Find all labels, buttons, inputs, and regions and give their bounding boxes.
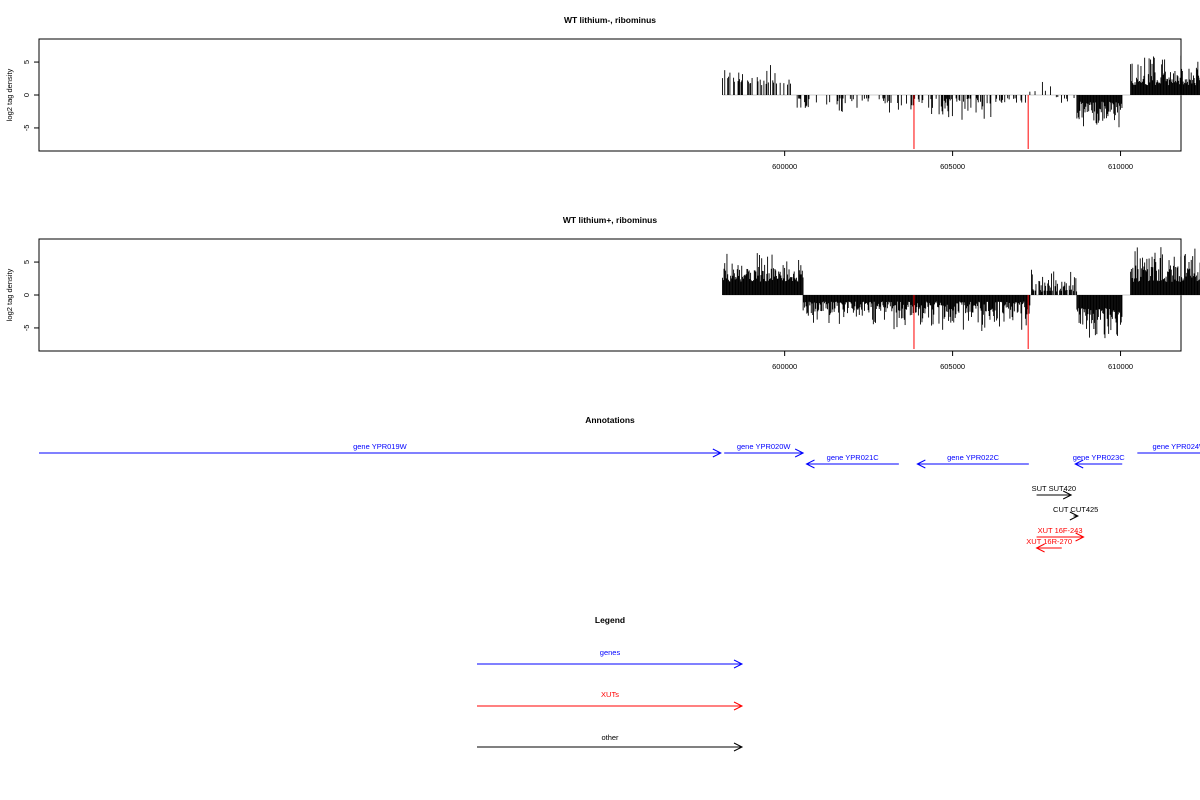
x-tick-label: 610000 — [1108, 162, 1133, 171]
feature-label: CUT CUT425 — [1053, 505, 1098, 514]
feature-label: gene YPR020W — [737, 442, 792, 451]
feature-arrowhead — [1062, 490, 1073, 500]
legend-label: other — [601, 733, 619, 742]
feature-arrowhead — [1069, 511, 1079, 521]
feature-cut-cut425: CUT CUT425 — [1053, 505, 1098, 521]
feature-label: gene YPR022C — [947, 453, 1000, 462]
x-axis-ticks: 600000 605000 610000 — [772, 350, 1133, 371]
y-axis-label: log2 tag density — [5, 268, 14, 321]
feature-label: XUT 16F-243 — [1038, 526, 1083, 535]
feature-gene-ypr023c: gene YPR023C — [1073, 453, 1126, 469]
feature-arrowhead — [1035, 543, 1045, 553]
panel-lithium-plus: WT lithium+, ribominus log2 tag density … — [5, 215, 1200, 371]
legend-label: genes — [600, 648, 621, 657]
feature-xut-16f-243: XUT 16F-243 — [1036, 526, 1085, 542]
y-tick-label: 0 — [22, 93, 31, 97]
feature-gene-ypr022c: gene YPR022C — [916, 453, 1029, 469]
legend-item-genes: genes — [477, 648, 744, 669]
y-axis-label: log2 tag density — [5, 68, 14, 121]
x-tick-label: 600000 — [772, 362, 797, 371]
legend-arrow-head — [733, 701, 744, 711]
panel-title: WT lithium-, ribominus — [564, 15, 656, 25]
y-axis-ticks: -5 0 5 — [22, 60, 40, 132]
panel-title: WT lithium+, ribominus — [563, 215, 657, 225]
feature-label: gene YPR023C — [1073, 453, 1126, 462]
annotations-track: Annotations gene YPR019W gene YPR020Wgene… — [39, 415, 1200, 553]
legend: Legend genes XUTs other — [477, 615, 744, 752]
feature-label: XUT 16R-270 — [1026, 537, 1072, 546]
feature-label: SUT SUT420 — [1032, 484, 1076, 493]
legend-label: XUTs — [601, 690, 619, 699]
feature-label: gene YPR024W — [1152, 442, 1200, 451]
legend-item-xuts: XUTs — [477, 690, 744, 711]
feature-arrowhead — [794, 448, 805, 458]
legend-arrow-head — [733, 742, 744, 752]
feature-arrowhead — [712, 448, 722, 458]
x-axis-ticks: 600000 605000 610000 — [772, 150, 1133, 171]
density-bars — [722, 55, 1200, 150]
feature-arrowhead — [1074, 459, 1084, 469]
y-tick-label: -5 — [22, 325, 31, 332]
feature-gene-ypr020w: gene YPR020W — [724, 442, 805, 458]
feature-arrowhead — [805, 459, 815, 469]
y-tick-label: 5 — [22, 260, 31, 264]
feature-gene-ypr019w: gene YPR019W — [39, 442, 722, 458]
legend-title: Legend — [595, 615, 625, 625]
feature-arrowhead — [1075, 532, 1085, 542]
y-tick-label: -5 — [22, 125, 31, 132]
annotations-title: Annotations — [585, 415, 635, 425]
feature-label: gene YPR021C — [827, 453, 880, 462]
x-tick-label: 610000 — [1108, 362, 1133, 371]
feature-label: gene YPR019W — [353, 442, 408, 451]
feature-sut-sut420: SUT SUT420 — [1032, 484, 1076, 500]
feature-xut-16r-270: XUT 16R-270 — [1026, 537, 1072, 553]
density-bars — [722, 247, 1200, 350]
feature-arrowhead — [916, 459, 926, 469]
panel-lithium-minus: WT lithium-, ribominus log2 tag density … — [5, 15, 1200, 171]
legend-arrow-head — [733, 659, 744, 669]
y-tick-label: 5 — [22, 60, 31, 64]
y-tick-label: 0 — [22, 293, 31, 297]
x-tick-label: 605000 — [940, 362, 965, 371]
y-axis-ticks: -5 0 5 — [22, 260, 40, 332]
feature-gene-ypr024w: gene YPR024W — [1137, 442, 1200, 454]
legend-item-other: other — [477, 733, 744, 752]
feature-arrows: gene YPR019W gene YPR020W gene YPR021C gene… — [39, 442, 1200, 553]
feature-gene-ypr021c: gene YPR021C — [805, 453, 899, 469]
x-tick-label: 600000 — [772, 162, 797, 171]
x-tick-label: 605000 — [940, 162, 965, 171]
